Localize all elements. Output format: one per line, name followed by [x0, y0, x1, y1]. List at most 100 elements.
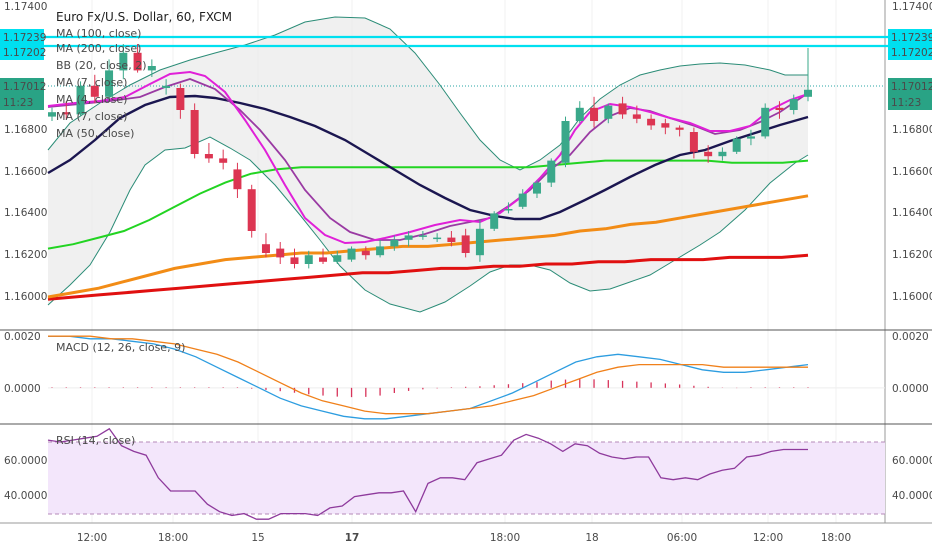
candle-body — [204, 154, 213, 159]
price-tag-left — [0, 94, 44, 110]
candle-body — [376, 246, 385, 256]
candle-body — [105, 70, 114, 97]
candle-body — [62, 112, 71, 115]
candle-body — [632, 114, 641, 119]
price-tag-label-right: 11:23 — [891, 97, 921, 109]
ma-50-line — [47, 159, 809, 250]
legend-entry: MA (50, close) — [56, 127, 134, 140]
y-tick-right: 1.16600 — [892, 166, 932, 178]
candle-body — [575, 107, 584, 121]
candle-body — [590, 107, 599, 121]
y-tick-left: 1.16400 — [4, 207, 47, 219]
legend-entry: MA (100, close) — [56, 27, 141, 40]
y-tick-left: 1.16600 — [4, 166, 47, 178]
price-tag-left — [0, 78, 44, 94]
candle-body — [504, 209, 513, 211]
candle-body — [119, 52, 128, 71]
price-tag-left — [0, 44, 44, 60]
y-tick-right: 1.16400 — [892, 207, 932, 219]
candle-body — [233, 169, 242, 190]
candle-body — [704, 151, 713, 157]
ma-4-magenta-line — [47, 70, 809, 245]
ma-7-dark-line — [47, 94, 809, 221]
price-tag-right — [888, 44, 932, 60]
rsi-y-tick: 40.0000 — [892, 490, 932, 502]
candle-body — [689, 132, 698, 152]
candle-body — [76, 85, 85, 115]
macd-y-tick-left: 0.0000 — [4, 383, 41, 395]
ma-100-line — [47, 194, 809, 299]
price-tag-left — [0, 29, 44, 45]
candle-body — [490, 213, 499, 229]
rsi-y-tick: 60.0000 — [892, 455, 932, 467]
x-tick: 17 — [345, 532, 360, 544]
x-tick: 12:00 — [753, 532, 783, 544]
y-tick-right: 1.16000 — [892, 291, 932, 303]
price-tag-label-left: 1.17239 — [3, 32, 46, 44]
candle-body — [347, 248, 356, 260]
candle-body — [404, 235, 413, 240]
rsi-line — [47, 427, 808, 520]
macd-y-tick-left: 0.0020 — [4, 331, 41, 343]
y-tick-right: 1.16800 — [892, 124, 932, 136]
candle-body — [647, 118, 656, 126]
candle-body — [732, 138, 741, 152]
bollinger-fill — [48, 17, 808, 312]
y-tick-left: 1.17400 — [4, 1, 47, 13]
rsi-pane — [47, 427, 885, 520]
candle-body — [789, 99, 798, 110]
x-tick: 18:00 — [490, 532, 520, 544]
candle-body — [661, 123, 670, 128]
candle-body — [219, 158, 228, 163]
x-tick: 18 — [585, 532, 598, 544]
legend: MACD (12, 26, close, 9) RSI (14, close) Eu… — [56, 10, 232, 447]
candle-body — [804, 89, 812, 97]
x-tick: 15 — [251, 532, 264, 544]
macd-y-tick: 0.0020 — [892, 331, 929, 343]
legend-entry: MA (200, close) — [56, 42, 141, 55]
candle-body — [547, 160, 556, 183]
candle-body — [176, 88, 185, 110]
candle-body — [418, 235, 427, 237]
candle-body — [261, 244, 270, 253]
candle-body — [247, 189, 256, 231]
candle-body — [333, 255, 342, 262]
macd-signal-line — [48, 335, 808, 415]
price-tag-label-right: 1.17239 — [891, 32, 932, 44]
candle-body — [290, 257, 299, 264]
candle-body — [746, 136, 755, 139]
macd-pane — [48, 335, 885, 420]
y-tick-left: 1.16200 — [4, 249, 47, 261]
price-tag-label-right: 1.17012 — [891, 81, 932, 93]
candle-body — [361, 250, 370, 256]
candle-body — [775, 107, 784, 110]
macd-legend: MACD (12, 26, close, 9) — [56, 341, 185, 354]
price-pane — [0, 16, 932, 313]
rsi-y-tick-left: 60.0000 — [4, 455, 47, 467]
legend-entry: MA (7, close) — [56, 76, 127, 89]
candle-body — [133, 52, 142, 71]
chart-title: Euro Fx/U.S. Dollar, 60, FXCM — [56, 10, 232, 24]
price-tag-right — [888, 29, 932, 45]
ma-200-line — [47, 253, 809, 301]
candle-body — [675, 127, 684, 130]
candle-body — [761, 107, 770, 137]
bollinger-lower — [47, 136, 809, 313]
candle-body — [718, 151, 727, 157]
candle-body — [190, 110, 199, 154]
price-tag-label-left: 1.17012 — [3, 81, 46, 93]
candle-body — [604, 105, 613, 119]
y-tick-left: 1.16800 — [4, 124, 47, 136]
candle-body — [447, 237, 456, 242]
rsi-y-tick-left: 40.0000 — [4, 490, 47, 502]
price-tag-label-left: 11:23 — [3, 97, 33, 109]
x-tick: 06:00 — [667, 532, 697, 544]
candle-body — [162, 85, 171, 88]
candle-body — [561, 121, 570, 163]
y-tick-left: 1.16000 — [4, 291, 47, 303]
candle-body — [618, 103, 627, 115]
x-tick: 18:00 — [158, 532, 188, 544]
candle-body — [147, 66, 156, 71]
